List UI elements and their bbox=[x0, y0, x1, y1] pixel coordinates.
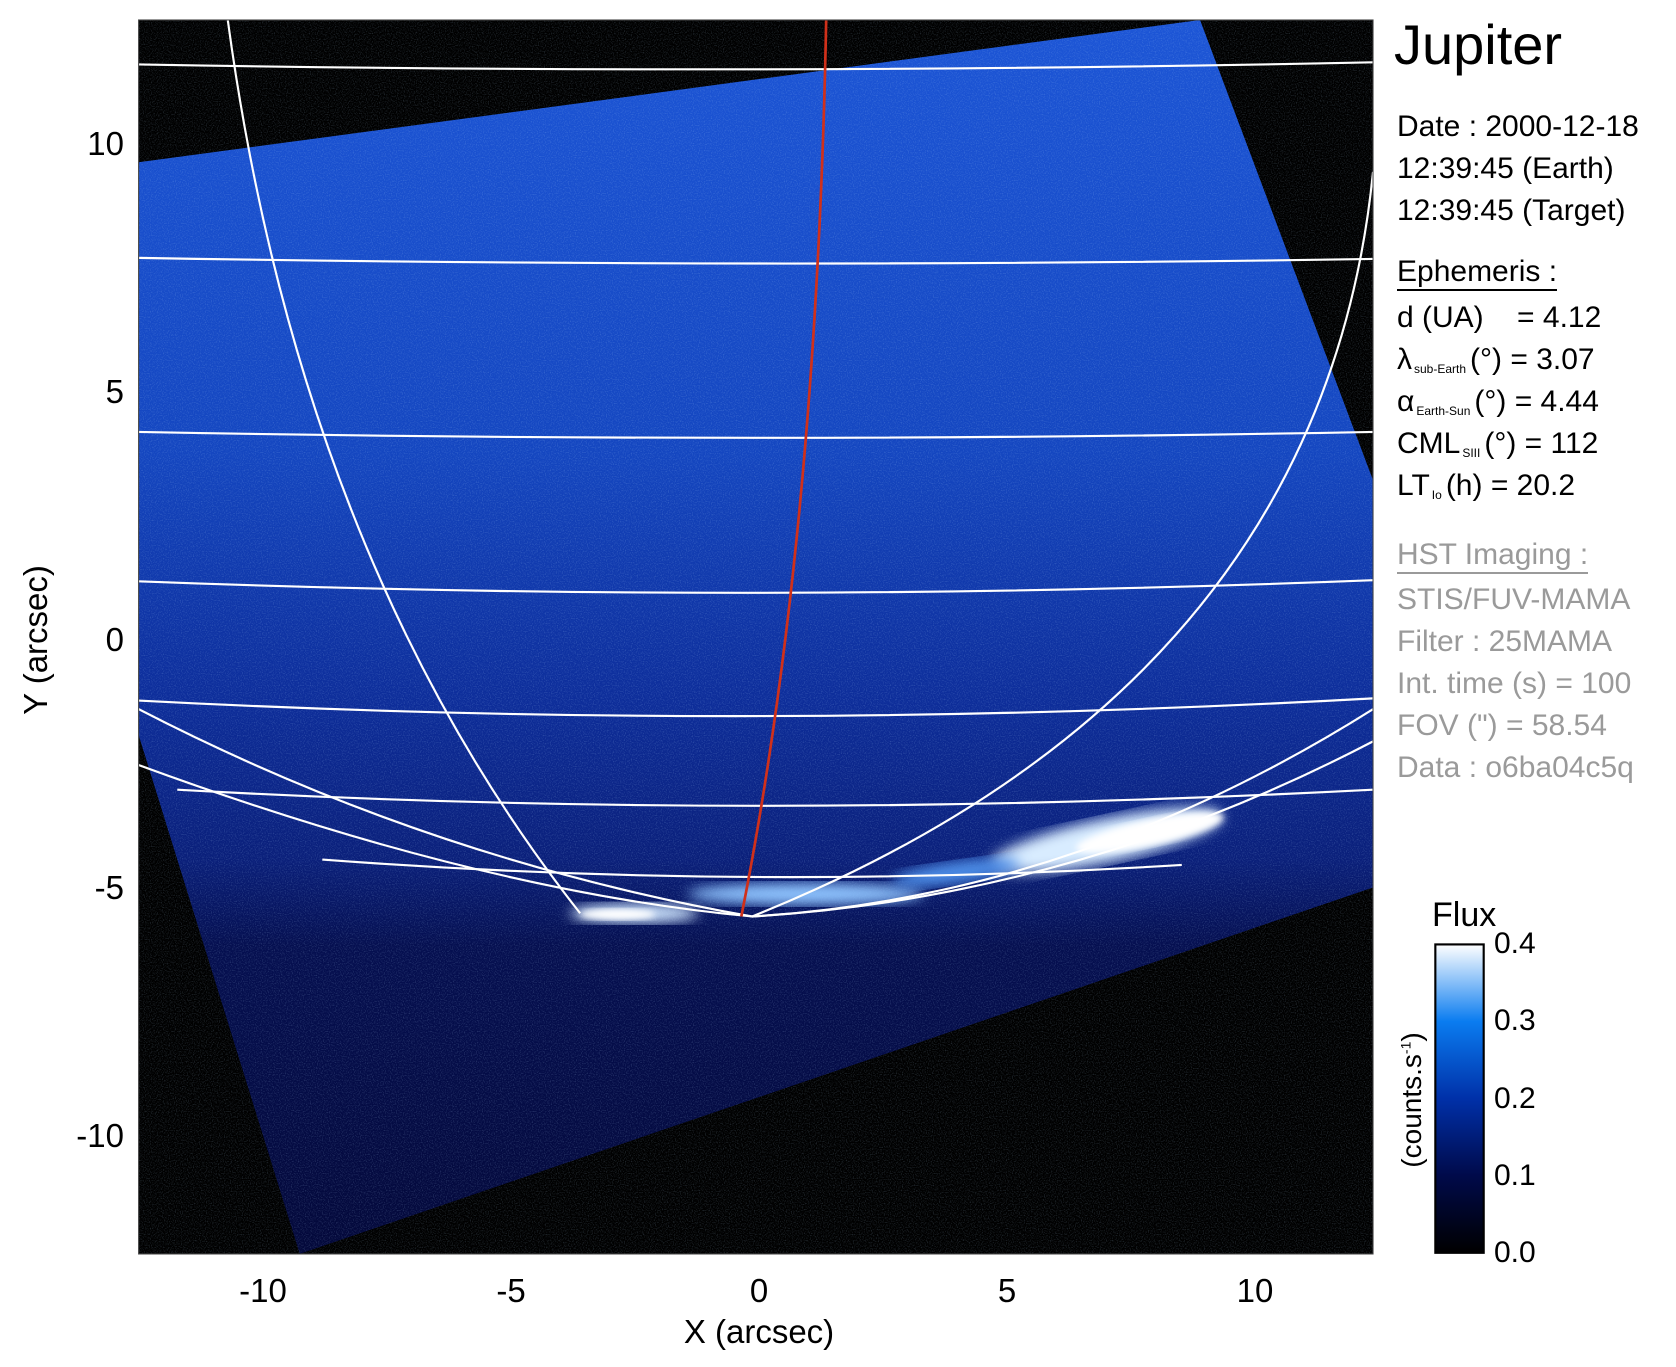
imaging-row: Filter : 25MAMA bbox=[1397, 625, 1613, 658]
ephemeris-symbol: LT bbox=[1397, 469, 1430, 502]
x-tick-label: 0 bbox=[749, 1272, 769, 1309]
ephemeris-symbol: CML bbox=[1397, 427, 1461, 460]
ephemeris-header-text: Ephemeris : bbox=[1397, 257, 1558, 291]
imaging-row: STIS/FUV-MAMA bbox=[1397, 583, 1631, 616]
colorbar-tick-label: 0.3 bbox=[1494, 1004, 1536, 1038]
colorbar-tick-label: 0.1 bbox=[1494, 1158, 1536, 1192]
ephemeris-row: λ sub-Earth (°) = 3.07 bbox=[1397, 345, 1595, 384]
ephemeris-symbol: d (UA) bbox=[1397, 301, 1484, 334]
colorbar-label-close: ) bbox=[1396, 1032, 1427, 1042]
ephemeris-row: d (UA) = 4.12 bbox=[1397, 303, 1601, 333]
colorbar-label: (counts.s-1) bbox=[1396, 1032, 1428, 1167]
colorbar bbox=[1434, 943, 1485, 1254]
y-axis-title: Y (arcsec) bbox=[17, 565, 54, 715]
ephemeris-value: (°) = 3.07 bbox=[1470, 343, 1595, 376]
imaging-row: Data : o6ba04c5q bbox=[1397, 751, 1634, 784]
ephemeris-subscript: sub-Earth bbox=[1414, 362, 1467, 376]
ephemeris-row: α Earth-Sun (°) = 4.44 bbox=[1397, 387, 1599, 426]
target-time: 12:39:45 (Target) bbox=[1397, 194, 1626, 227]
ephemeris-value: = 4.12 bbox=[1483, 301, 1602, 334]
imaging-row: Int. time (s) = 100 bbox=[1397, 667, 1632, 700]
y-tick-label: -10 bbox=[76, 1117, 124, 1154]
imaging-header-text: HST Imaging : bbox=[1397, 540, 1589, 574]
x-axis-title: X (arcsec) bbox=[683, 1313, 835, 1350]
ephemeris-subscript: Earth-Sun bbox=[1416, 404, 1471, 418]
ephemeris-row: CML SIII (°) = 112 bbox=[1397, 429, 1598, 468]
ephemeris-symbol: α bbox=[1397, 385, 1415, 418]
x-tick-label: -5 bbox=[496, 1272, 526, 1309]
ephemeris-subscript: SIII bbox=[1462, 446, 1481, 460]
colorbar-title: Flux bbox=[1432, 896, 1497, 934]
earth-time: 12:39:45 (Earth) bbox=[1397, 152, 1614, 185]
ephemeris-value: (°) = 112 bbox=[1484, 427, 1599, 460]
plot-frame bbox=[138, 19, 1374, 1255]
y-tick-label: 0 bbox=[105, 621, 124, 658]
ephemeris-subscript: Io bbox=[1431, 488, 1442, 502]
x-tick-label: 5 bbox=[997, 1272, 1017, 1309]
y-tick-label: 10 bbox=[87, 125, 124, 162]
io-footprint-line bbox=[739, 19, 828, 917]
colorbar-tick-label: 0.0 bbox=[1494, 1236, 1536, 1269]
x-tick-label: -10 bbox=[239, 1272, 287, 1309]
colorbar-label-text: (counts.s bbox=[1396, 1054, 1427, 1168]
colorbar-tick-label: 0.4 bbox=[1494, 927, 1536, 960]
lat-lon-grid bbox=[138, 19, 1374, 918]
ephemeris-value: (°) = 4.44 bbox=[1474, 385, 1599, 418]
colorbar-tick-label: 0.2 bbox=[1494, 1081, 1536, 1115]
date-line: Date : 2000-12-18 bbox=[1397, 110, 1639, 143]
y-tick-label: 5 bbox=[105, 373, 124, 410]
detector-noise bbox=[138, 19, 1374, 1254]
ephemeris-header: Ephemeris : bbox=[1397, 257, 1558, 291]
colorbar-label-sup: -1 bbox=[1397, 1041, 1414, 1055]
y-tick-label: -5 bbox=[94, 869, 124, 906]
ephemeris-row: LT Io (h) = 20.2 bbox=[1397, 471, 1575, 510]
imaging-row: FOV (") = 58.54 bbox=[1397, 709, 1607, 742]
target-title: Jupiter bbox=[1394, 13, 1563, 76]
x-tick-label: 10 bbox=[1236, 1272, 1274, 1309]
ephemeris-symbol: λ bbox=[1397, 343, 1412, 376]
ephemeris-value: (h) = 20.2 bbox=[1445, 469, 1576, 502]
imaging-header: HST Imaging : bbox=[1397, 540, 1589, 574]
